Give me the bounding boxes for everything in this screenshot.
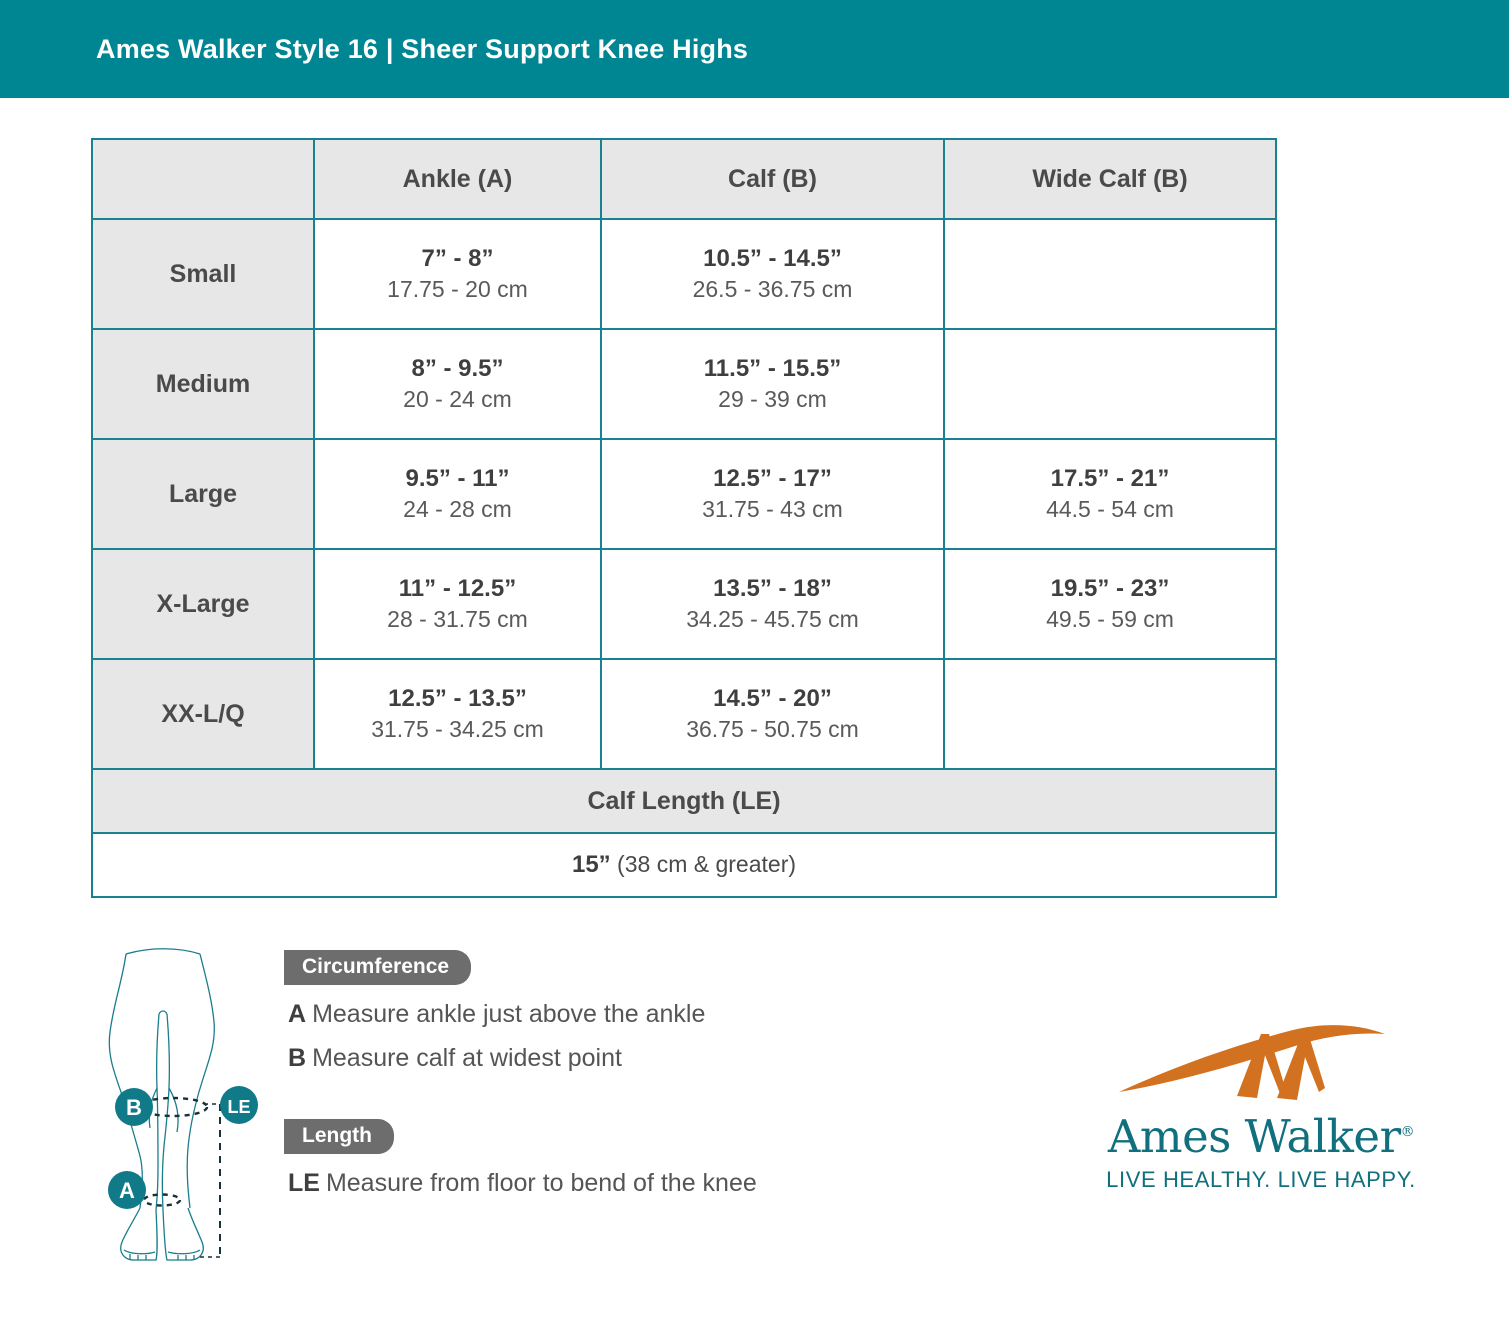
wide-calf-measurement	[943, 218, 1277, 330]
ankle-measurement: 8” - 9.5” 20 - 24 cm	[313, 328, 602, 440]
value-inches: 11” - 12.5”	[398, 574, 517, 602]
ankle-measurement: 9.5” - 11” 24 - 28 cm	[313, 438, 602, 550]
value-inches: 12.5” - 13.5”	[388, 684, 527, 712]
instruction-key-b: B	[288, 1044, 307, 1072]
ankle-measurement: 11” - 12.5” 28 - 31.75 cm	[313, 548, 602, 660]
wide-calf-measurement	[943, 328, 1277, 440]
value-centimeters: 29 - 39 cm	[718, 385, 827, 412]
value-inches: 11.5” - 15.5”	[703, 354, 842, 382]
value-inches: 7” - 8”	[421, 244, 494, 272]
column-header-ankle: Ankle (A)	[313, 138, 602, 220]
instructions-spacer	[288, 1073, 1008, 1119]
table-row: XX-L/Q 12.5” - 13.5” 31.75 - 34.25 cm 14…	[91, 658, 1277, 770]
leg-diagram: B A LE	[100, 942, 280, 1292]
ankle-measurement: 12.5” - 13.5” 31.75 - 34.25 cm	[313, 658, 602, 770]
brand-logo: Ames Walker® LIVE HEALTHY. LIVE HAPPY.	[1096, 1020, 1426, 1193]
value-inches: 14.5” - 20”	[713, 684, 832, 712]
length-pill-label: Length	[284, 1119, 394, 1154]
table-row: Medium 8” - 9.5” 20 - 24 cm 11.5” - 15.5…	[91, 328, 1277, 440]
value-centimeters: 28 - 31.75 cm	[387, 605, 528, 632]
value-inches: 17.5” - 21”	[1050, 464, 1170, 492]
instruction-line-le: LE Measure from floor to bend of the knee	[288, 1168, 1008, 1198]
instruction-text-a: Measure ankle just above the ankle	[312, 1000, 706, 1028]
value-inches: 9.5” - 11”	[405, 464, 510, 492]
calf-length-inches: 15”	[571, 851, 611, 878]
aw-swoosh-icon	[1119, 1025, 1385, 1100]
calf-length-value-row: 15” (38 cm & greater)	[91, 832, 1277, 898]
value-centimeters: 24 - 28 cm	[403, 495, 512, 522]
size-chart-container: Ankle (A) Calf (B) Wide Calf (B) Small 7…	[91, 138, 1277, 898]
brand-name-text: Ames Walker	[1107, 1110, 1401, 1163]
size-label: X-Large	[91, 548, 315, 660]
instruction-line-a: A Measure ankle just above the ankle	[288, 999, 1008, 1029]
wide-calf-measurement: 17.5” - 21” 44.5 - 54 cm	[943, 438, 1277, 550]
column-header-size	[91, 138, 315, 220]
size-label: Large	[91, 438, 315, 550]
size-label: XX-L/Q	[91, 658, 315, 770]
size-chart-table: Ankle (A) Calf (B) Wide Calf (B) Small 7…	[91, 138, 1277, 898]
calf-length-heading: Calf Length (LE)	[91, 768, 1277, 834]
value-centimeters: 34.25 - 45.75 cm	[686, 605, 859, 632]
measurement-guide-section: B A LE Circumference A Measure ankle just…	[0, 942, 1509, 1342]
calf-measurement: 11.5” - 15.5” 29 - 39 cm	[600, 328, 945, 440]
instruction-line-b: B Measure calf at widest point	[288, 1043, 1008, 1073]
length-group: Length LE Measure from floor to bend of t…	[284, 1119, 1008, 1198]
column-header-wide-calf: Wide Calf (B)	[943, 138, 1277, 220]
value-centimeters: 44.5 - 54 cm	[1046, 495, 1174, 522]
wide-calf-measurement: 19.5” - 23” 49.5 - 59 cm	[943, 548, 1277, 660]
brand-tagline: LIVE HEALTHY. LIVE HAPPY.	[1106, 1167, 1416, 1192]
value-centimeters: 17.75 - 20 cm	[387, 275, 528, 302]
badge-le: LE	[220, 1086, 258, 1124]
value-centimeters: 49.5 - 59 cm	[1046, 605, 1174, 632]
size-label: Small	[91, 218, 315, 330]
brand-name: Ames Walker®	[1096, 1114, 1426, 1159]
svg-text:A: A	[119, 1178, 135, 1203]
calf-measurement: 14.5” - 20” 36.75 - 50.75 cm	[600, 658, 945, 770]
circumference-group: Circumference A Measure ankle just above …	[284, 950, 1008, 1073]
value-inches: 19.5” - 23”	[1050, 574, 1170, 602]
instruction-key-le: LE	[288, 1169, 320, 1197]
value-centimeters: 20 - 24 cm	[403, 385, 512, 412]
wide-calf-measurement	[943, 658, 1277, 770]
badge-b: B	[115, 1088, 153, 1126]
value-centimeters: 31.75 - 43 cm	[702, 495, 843, 522]
trademark-symbol: ®	[1400, 1124, 1415, 1140]
size-label: Medium	[91, 328, 315, 440]
table-row: Small 7” - 8” 17.75 - 20 cm 10.5” - 14.5…	[91, 218, 1277, 330]
badge-a: A	[108, 1171, 146, 1209]
instruction-text-le: Measure from floor to bend of the knee	[325, 1169, 757, 1197]
circumference-pill-label: Circumference	[284, 950, 472, 985]
value-centimeters: 31.75 - 34.25 cm	[371, 715, 544, 742]
page-header-banner: Ames Walker Style 16 | Sheer Support Kne…	[0, 0, 1509, 98]
column-header-calf: Calf (B)	[600, 138, 945, 220]
table-header-row: Ankle (A) Calf (B) Wide Calf (B)	[91, 138, 1277, 220]
calf-length-value: 15” (38 cm & greater)	[91, 832, 1277, 898]
svg-text:LE: LE	[227, 1097, 250, 1117]
ankle-measurement: 7” - 8” 17.75 - 20 cm	[313, 218, 602, 330]
value-inches: 12.5” - 17”	[713, 464, 832, 492]
calf-length-header-row: Calf Length (LE)	[91, 768, 1277, 834]
table-row: Large 9.5” - 11” 24 - 28 cm 12.5” - 17” …	[91, 438, 1277, 550]
leg-outline-icon: B A LE	[108, 948, 258, 1261]
svg-text:B: B	[126, 1095, 142, 1120]
value-inches: 13.5” - 18”	[713, 574, 832, 602]
value-inches: 8” - 9.5”	[411, 354, 504, 382]
instructions-block: Circumference A Measure ankle just above …	[284, 950, 1008, 1198]
ankle-measure-ellipse	[142, 1193, 182, 1207]
page-title: Ames Walker Style 16 | Sheer Support Kne…	[96, 33, 749, 64]
instruction-text-b: Measure calf at widest point	[312, 1044, 622, 1072]
calf-measurement: 10.5” - 14.5” 26.5 - 36.75 cm	[600, 218, 945, 330]
table-row: X-Large 11” - 12.5” 28 - 31.75 cm 13.5” …	[91, 548, 1277, 660]
calf-length-note: (38 cm & greater)	[610, 851, 797, 877]
calf-measurement: 13.5” - 18” 34.25 - 45.75 cm	[600, 548, 945, 660]
value-centimeters: 26.5 - 36.75 cm	[692, 275, 853, 302]
value-inches: 10.5” - 14.5”	[703, 244, 842, 272]
instruction-key-a: A	[288, 1000, 307, 1028]
calf-measurement: 12.5” - 17” 31.75 - 43 cm	[600, 438, 945, 550]
value-centimeters: 36.75 - 50.75 cm	[686, 715, 859, 742]
